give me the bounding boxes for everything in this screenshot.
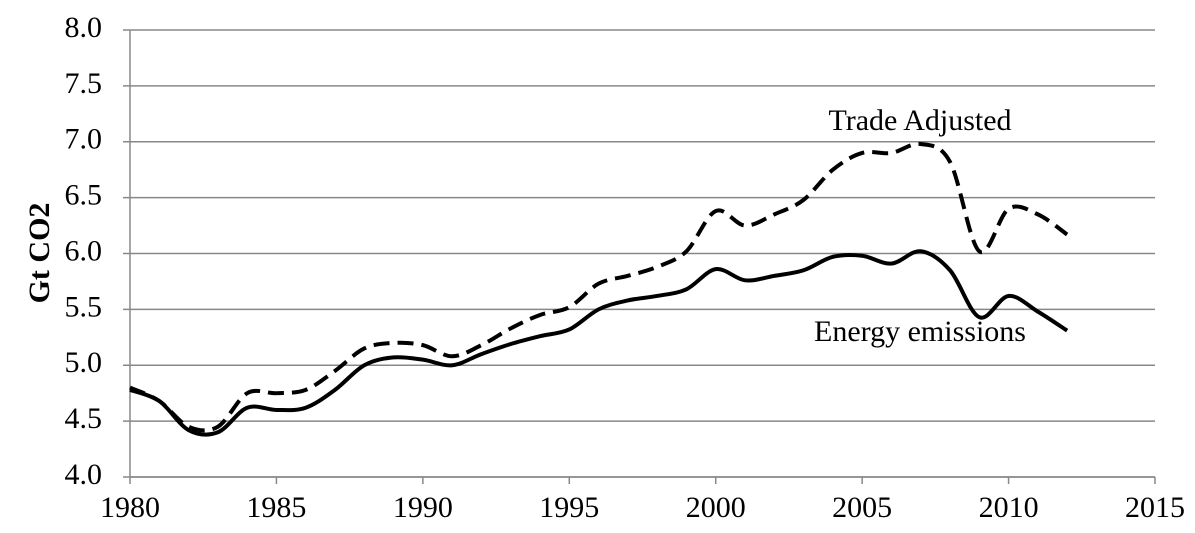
x-tick-label: 2005 [832, 491, 892, 524]
x-tick-label: 1990 [393, 491, 453, 524]
y-tick-label: 7.5 [65, 67, 103, 100]
y-tick-label: 4.0 [65, 458, 103, 491]
line-series [129, 249, 1069, 437]
series-label: Trade Adjusted [828, 104, 1011, 137]
x-tick-label: 2015 [1125, 491, 1185, 524]
x-tick-label: 1980 [100, 491, 160, 524]
series-label: Energy emissions [814, 315, 1026, 348]
x-tick-label: 1995 [539, 491, 599, 524]
x-tick-label: 2000 [686, 491, 746, 524]
line-series [129, 141, 1069, 433]
x-tick-label: 2010 [979, 491, 1039, 524]
y-tick-label: 6.0 [65, 234, 103, 267]
y-tick-label: 6.5 [65, 179, 103, 212]
y-tick-label: 7.0 [65, 123, 103, 156]
y-axis-label: Gt CO2 [23, 203, 56, 304]
y-tick-label: 4.5 [65, 402, 103, 435]
y-tick-label: 5.5 [65, 290, 103, 323]
y-tick-label: 8.0 [65, 11, 103, 44]
x-tick-label: 1985 [246, 491, 306, 524]
y-tick-label: 5.0 [65, 346, 103, 379]
